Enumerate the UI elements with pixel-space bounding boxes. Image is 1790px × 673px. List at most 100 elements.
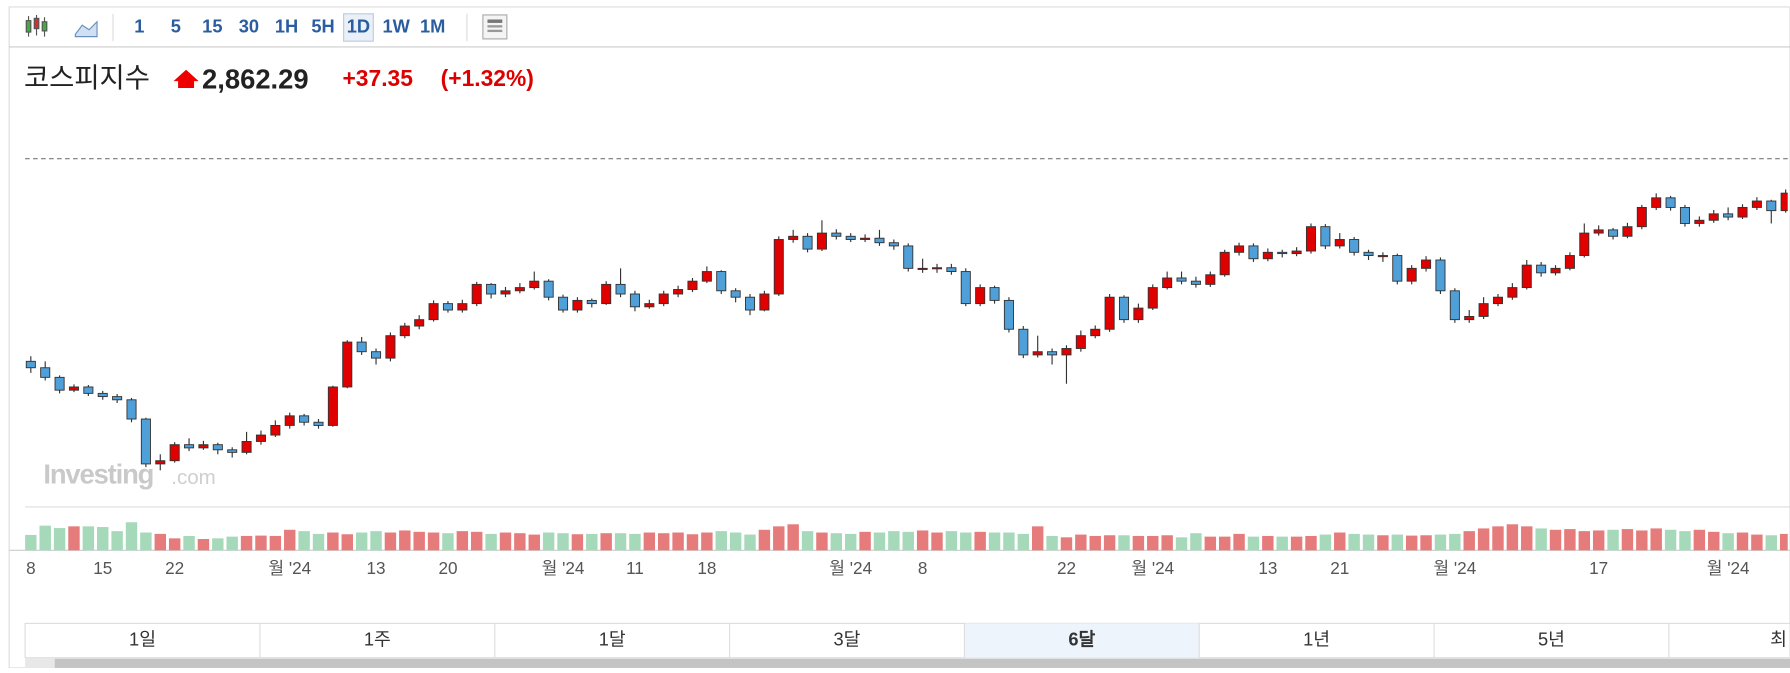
candle-body [284, 415, 295, 426]
candle-body [1579, 232, 1590, 256]
candle-body [1737, 206, 1748, 218]
x-tick-label: 월 '24 [542, 559, 585, 578]
frame [8, 6, 1790, 669]
interval-button[interactable]: 5 [171, 15, 181, 36]
volume-bar [1578, 531, 1590, 551]
candle-body [1090, 328, 1101, 337]
range-button[interactable]: 최 [1770, 628, 1787, 649]
candle-body [558, 296, 569, 311]
x-tick-label: 월 '24 [268, 559, 311, 578]
candle-body [1651, 197, 1662, 208]
volume-bar [427, 532, 440, 551]
interval-button[interactable]: 1H [275, 15, 298, 36]
settings-icon[interactable] [482, 14, 508, 40]
candle-body [888, 242, 899, 247]
candle-body [1608, 229, 1619, 237]
candle-body [1190, 280, 1201, 285]
x-tick-label: 15 [93, 559, 112, 578]
candle-body [68, 386, 79, 391]
volume-bar [284, 529, 296, 551]
candle-body [356, 341, 367, 353]
range-button[interactable]: 1일 [129, 628, 156, 649]
x-tick-label: 월 '24 [1433, 559, 1476, 578]
volume-bar [442, 533, 454, 551]
volume-bar [255, 535, 267, 551]
volume-bar [816, 532, 828, 551]
candle-body [1622, 226, 1633, 237]
candle-body [54, 376, 65, 391]
candle-body [1176, 277, 1187, 282]
candle-body [241, 441, 252, 453]
candle-body [457, 303, 468, 311]
candle-body [687, 280, 698, 290]
range-button[interactable]: 1년 [1303, 628, 1330, 649]
candle-body [744, 296, 756, 311]
volume-bar [82, 526, 95, 551]
scroll-thumb[interactable] [54, 658, 1790, 668]
range-button[interactable]: 6달 [1068, 628, 1095, 649]
volume-bar [1434, 534, 1447, 551]
range-button[interactable]: 1주 [364, 628, 391, 649]
candle-body [1521, 264, 1532, 289]
candle-body [658, 293, 669, 305]
volume-bar [1492, 526, 1504, 551]
candle-body [212, 444, 223, 451]
volume-bar [1693, 529, 1706, 551]
volume-bar [859, 531, 871, 551]
volume-bar [600, 533, 612, 551]
interval-selected [343, 13, 374, 42]
candle-body [1636, 206, 1647, 228]
interval-button[interactable]: 15 [202, 15, 222, 36]
range-button[interactable]: 1달 [599, 628, 626, 649]
change: +37.35 [342, 65, 413, 91]
candle-body [97, 392, 108, 398]
volume-bar [758, 529, 771, 551]
candle-body [198, 444, 209, 449]
interval-button[interactable]: 1M [420, 15, 445, 36]
candle-body [917, 267, 928, 270]
volume-bar [773, 526, 785, 551]
candle-body [931, 267, 943, 270]
candle-body [1133, 307, 1144, 321]
volume-bar [1650, 528, 1662, 551]
volume-bar [327, 532, 339, 551]
interval-button[interactable]: 5H [311, 15, 334, 36]
candle-body [1147, 287, 1158, 309]
range-button[interactable]: 3달 [834, 628, 861, 649]
candle-body [701, 271, 712, 282]
candle-icon[interactable] [25, 14, 48, 37]
interval-button[interactable]: 30 [239, 15, 259, 36]
range-bar [24, 622, 1790, 659]
candle-body [1564, 255, 1575, 269]
volume-bar [1535, 528, 1547, 551]
candle-body [601, 283, 612, 305]
interval-button[interactable]: 1W [382, 15, 410, 36]
volume-bar [1218, 536, 1231, 551]
volume-bar [97, 527, 109, 551]
candle-body [730, 290, 741, 298]
volume-bar [528, 534, 540, 551]
volume-bar [1708, 531, 1720, 551]
interval-button[interactable]: 1D [347, 15, 370, 36]
volume-bar [1175, 537, 1188, 551]
interval-button[interactable]: 1 [134, 15, 144, 36]
volume-bar [1377, 535, 1389, 551]
volume-bar [1592, 530, 1605, 551]
watermark-brand: Investing [43, 458, 153, 489]
candle-body [1205, 274, 1216, 285]
candle-body [673, 289, 684, 295]
candle-body [1363, 251, 1374, 256]
volume-bar [312, 533, 325, 551]
volume-bar [1779, 533, 1788, 551]
area-icon[interactable] [74, 20, 98, 38]
candle-body [802, 235, 813, 250]
candle-body [169, 444, 180, 462]
volume-bar [715, 531, 727, 551]
candle-body [845, 235, 856, 240]
candle-body [399, 325, 410, 337]
volume-bar [1147, 535, 1159, 551]
range-button[interactable]: 5년 [1538, 628, 1565, 649]
candle-body [83, 386, 94, 394]
range-selected [964, 623, 1200, 658]
volume-bar [1247, 536, 1260, 551]
